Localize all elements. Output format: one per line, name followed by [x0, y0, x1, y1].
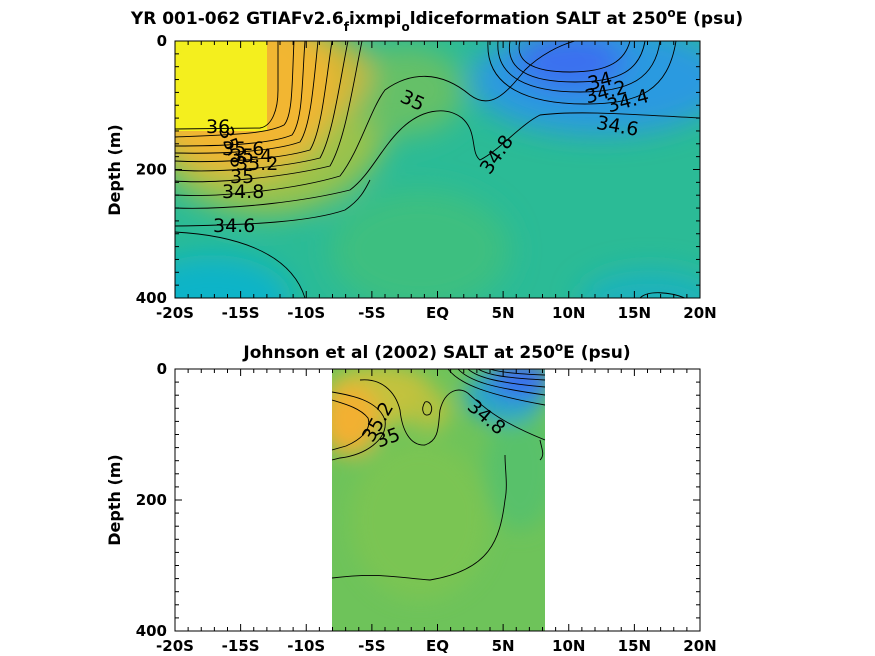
contour-label: 35 — [230, 166, 254, 188]
panel-top-ylabel: Depth (m) — [105, 124, 124, 216]
panel-bottom-ticks — [174, 368, 701, 632]
panel-bottom-y-tick-labels: 0 200 400 — [136, 360, 167, 640]
x-tick-label: -20S — [156, 637, 194, 655]
panel-top-x-tick-labels: -20S -15S -10S -5S EQ 5N 10N 15N 20N — [156, 304, 717, 322]
x-tick-label: 15N — [618, 304, 651, 322]
contour-label: 35.4 — [230, 145, 272, 167]
panel-top-salinity-field — [175, 41, 700, 298]
x-tick-label: 15N — [618, 637, 651, 655]
x-tick-label: -15S — [222, 637, 260, 655]
x-tick-label: -20S — [156, 304, 194, 322]
y-tick-label: 200 — [136, 161, 167, 179]
panel-bottom-x-tick-labels: -20S -15S -10S -5S EQ 5N 10N 15N 20N — [156, 637, 717, 655]
x-tick-label: 10N — [552, 637, 585, 655]
y-tick-label: 400 — [136, 289, 167, 307]
contour-label: 34.8 — [222, 181, 264, 203]
x-tick-label: 10N — [552, 304, 585, 322]
panel-top-ticks — [174, 40, 701, 299]
x-tick-label: 5N — [492, 304, 515, 322]
x-tick-label: -10S — [287, 637, 325, 655]
x-tick-label: 20N — [683, 304, 716, 322]
x-tick-label: EQ — [426, 304, 449, 322]
contour-label: 35.6 — [222, 138, 264, 160]
x-tick-label: -5S — [358, 304, 385, 322]
panel-bottom-contours — [332, 369, 545, 581]
panel-top: YR 001-062 GTIAFv2.6fixmpioldiceformatio… — [105, 6, 743, 322]
panel-bottom: Johnson et al (2002) SALT at 250oE (psu) — [105, 340, 717, 655]
panel-bottom-salinity-field — [332, 369, 545, 631]
panel-top-title: YR 001-062 GTIAFv2.6fixmpioldiceformatio… — [130, 6, 743, 34]
x-tick-label: EQ — [426, 637, 449, 655]
y-tick-label: 0 — [157, 360, 167, 378]
y-tick-label: 200 — [136, 491, 167, 509]
contour-label: 34.6 — [213, 215, 255, 237]
contour-label: 36 — [206, 116, 230, 138]
x-tick-label: -5S — [358, 637, 385, 655]
panel-bottom-title: Johnson et al (2002) SALT at 250oE (psu) — [242, 340, 630, 363]
x-tick-label: 5N — [492, 637, 515, 655]
y-tick-label: 0 — [157, 32, 167, 50]
panel-top-y-tick-labels: 0 200 400 — [136, 32, 167, 307]
panel-bottom-ylabel: Depth (m) — [105, 454, 124, 546]
contour-label: 35.2 — [236, 153, 278, 175]
panel-top-contours — [175, 41, 700, 298]
x-tick-label: -15S — [222, 304, 260, 322]
x-tick-label: -10S — [287, 304, 325, 322]
y-tick-label: 400 — [136, 622, 167, 640]
x-tick-label: 20N — [683, 637, 716, 655]
